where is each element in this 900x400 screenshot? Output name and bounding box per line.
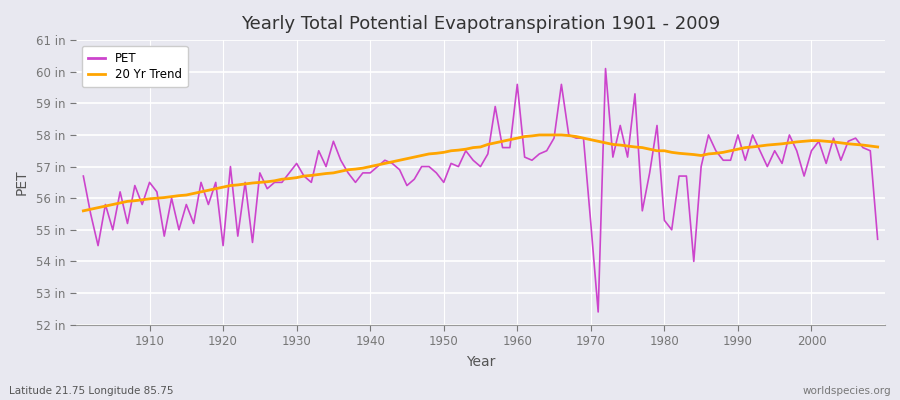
Title: Yearly Total Potential Evapotranspiration 1901 - 2009: Yearly Total Potential Evapotranspiratio… xyxy=(241,15,720,33)
Y-axis label: PET: PET xyxy=(15,170,29,195)
Text: Latitude 21.75 Longitude 85.75: Latitude 21.75 Longitude 85.75 xyxy=(9,386,174,396)
X-axis label: Year: Year xyxy=(466,355,495,369)
Text: worldspecies.org: worldspecies.org xyxy=(803,386,891,396)
Legend: PET, 20 Yr Trend: PET, 20 Yr Trend xyxy=(82,46,188,87)
